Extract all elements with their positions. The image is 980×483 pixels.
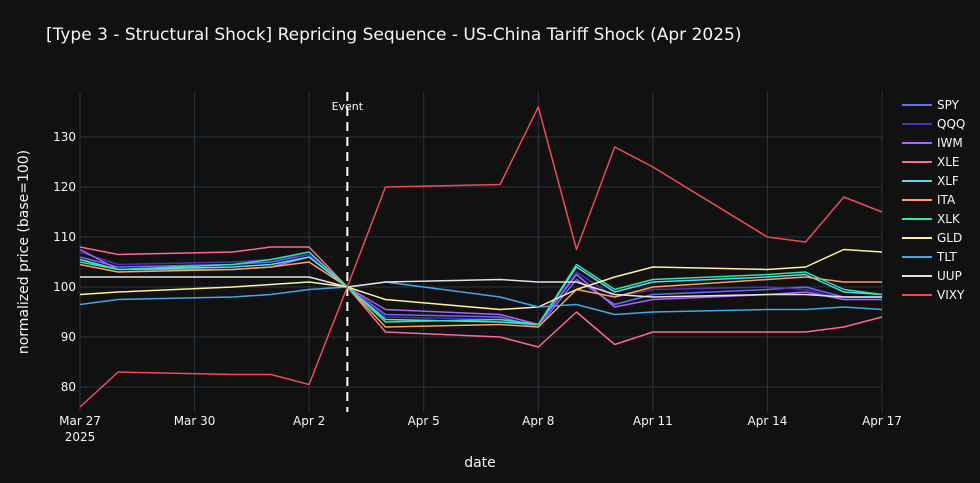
series-line-ita xyxy=(79,261,882,328)
series-lines xyxy=(79,106,883,408)
chart-title: [Type 3 - Structural Shock] Repricing Se… xyxy=(46,25,741,45)
series-line-xle xyxy=(79,246,883,348)
series-line-xlk xyxy=(79,251,883,326)
series-line-tlt xyxy=(79,281,883,316)
y-tick-label: 130 xyxy=(53,130,76,144)
x-tick-sublabel: 2025 xyxy=(65,430,96,444)
legend[interactable]: SPY QQQ IWM XLE XLF ITA XLK GLD TLT UUP VIXY xyxy=(902,98,965,302)
event-label: Event xyxy=(332,100,364,113)
legend-item-spy[interactable]: SPY xyxy=(902,98,960,112)
event-marker: Event xyxy=(332,92,364,412)
grid xyxy=(79,92,883,412)
legend-label: UUP xyxy=(937,269,962,283)
series-line-gld xyxy=(79,248,883,311)
y-tick-label: 90 xyxy=(61,330,76,344)
legend-label: XLK xyxy=(937,212,961,226)
legend-item-qqq[interactable]: QQQ xyxy=(902,117,965,131)
legend-label: ITA xyxy=(937,193,956,207)
y-axis-ticks: 80 90 100 110 120 130 xyxy=(53,130,76,394)
legend-label: XLF xyxy=(937,174,959,188)
legend-item-uup[interactable]: UUP xyxy=(902,269,962,283)
x-tick-label: Mar 30 xyxy=(174,414,216,428)
y-tick-label: 110 xyxy=(53,230,76,244)
x-tick-label: Apr 2 xyxy=(293,414,325,428)
legend-item-ita[interactable]: ITA xyxy=(902,193,956,207)
legend-item-xlf[interactable]: XLF xyxy=(902,174,959,188)
y-tick-label: 120 xyxy=(53,180,76,194)
legend-item-tlt[interactable]: TLT xyxy=(902,250,957,264)
x-tick-label: Apr 11 xyxy=(633,414,673,428)
legend-label: TLT xyxy=(936,250,957,264)
legend-label: IWM xyxy=(937,136,963,150)
legend-item-iwm[interactable]: IWM xyxy=(902,136,963,150)
y-axis-title: normalized price (base=100) xyxy=(16,150,32,354)
legend-item-gld[interactable]: GLD xyxy=(902,231,962,245)
x-tick-label: Apr 14 xyxy=(748,414,788,428)
y-tick-label: 100 xyxy=(53,280,76,294)
x-axis-ticks: Mar 27 2025 Mar 30 Apr 2 Apr 5 Apr 8 Apr 11 Apr… xyxy=(59,414,902,444)
x-tick-label: Apr 5 xyxy=(408,414,440,428)
series-line-uup xyxy=(80,276,882,298)
legend-label: VIXY xyxy=(937,288,965,302)
legend-label: QQQ xyxy=(937,117,965,131)
legend-item-xle[interactable]: XLE xyxy=(902,155,960,169)
x-tick-label: Mar 27 xyxy=(59,414,101,428)
x-tick-label: Apr 17 xyxy=(862,414,902,428)
legend-item-vixy[interactable]: VIXY xyxy=(902,288,965,302)
y-tick-label: 80 xyxy=(61,380,76,394)
legend-item-xlk[interactable]: XLK xyxy=(902,212,961,226)
x-axis-title: date xyxy=(464,455,496,471)
legend-label: SPY xyxy=(937,98,960,112)
legend-label: GLD xyxy=(937,231,962,245)
x-tick-label: Apr 8 xyxy=(522,414,554,428)
series-line-vixy xyxy=(79,106,883,408)
series-line-xlf xyxy=(79,256,883,326)
legend-label: XLE xyxy=(937,155,960,169)
